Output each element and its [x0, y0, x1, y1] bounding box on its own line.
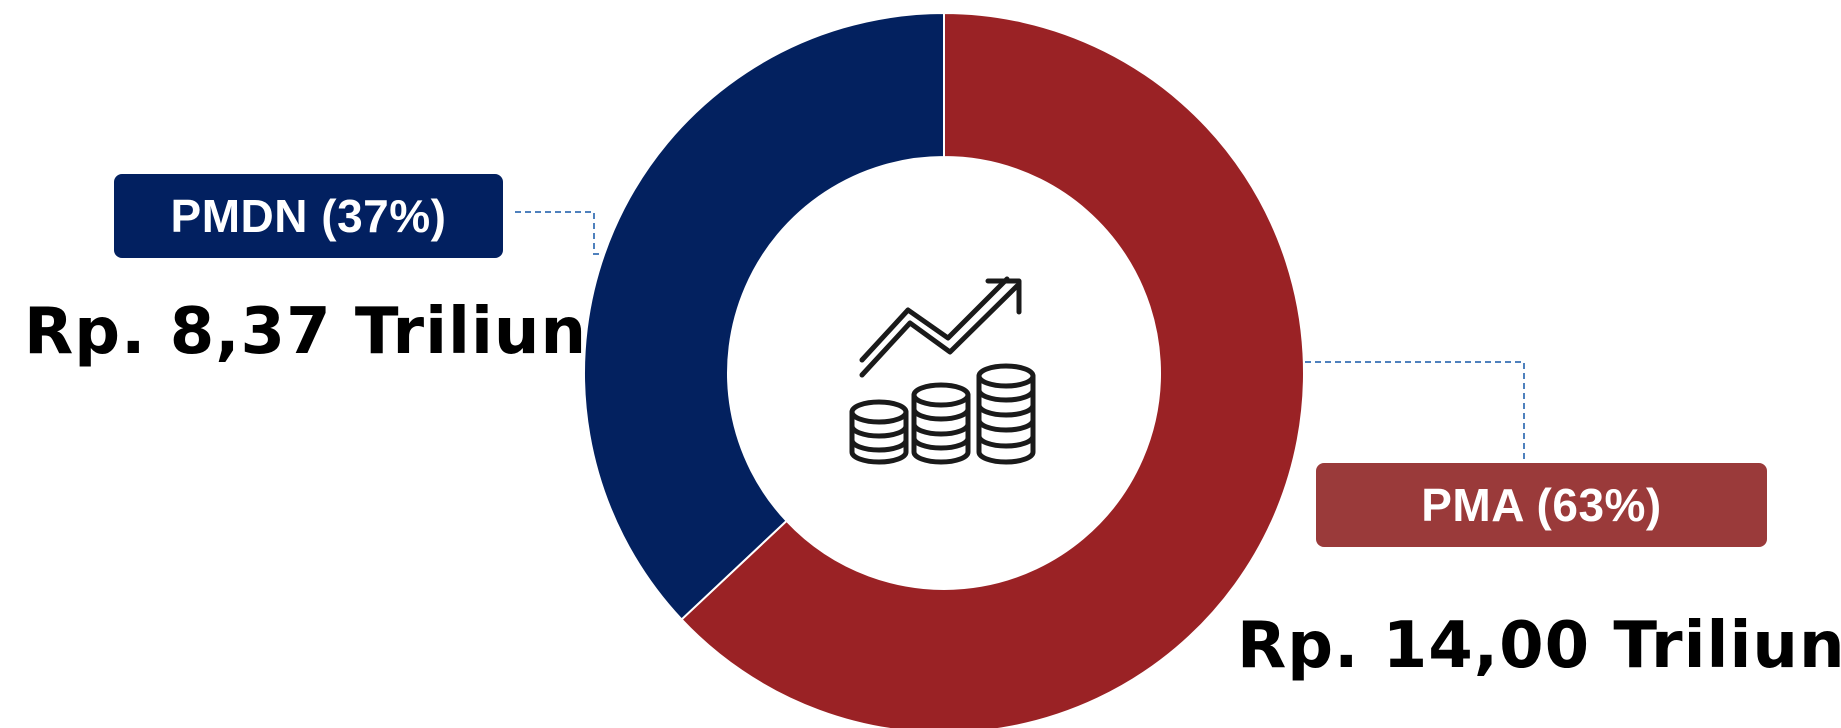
- pma-leader-line: [1305, 361, 1525, 461]
- donut-slices: [583, 11, 1305, 728]
- pmdn-label-text: PMDN (37%): [170, 190, 447, 242]
- pma-label: PMA (63%): [1316, 463, 1767, 547]
- slice-pma: [680, 11, 1305, 728]
- pmdn-leader-line: [515, 211, 601, 255]
- pmdn-amount: Rp. 8,37 Triliun: [24, 295, 587, 369]
- pma-amount: Rp. 14,00 Triliun: [1237, 609, 1841, 683]
- investment-growth-icon: [849, 276, 1036, 465]
- pmdn-label: PMDN (37%): [114, 174, 503, 258]
- slice-pmdn: [583, 11, 945, 621]
- pma-label-text: PMA (63%): [1421, 479, 1662, 531]
